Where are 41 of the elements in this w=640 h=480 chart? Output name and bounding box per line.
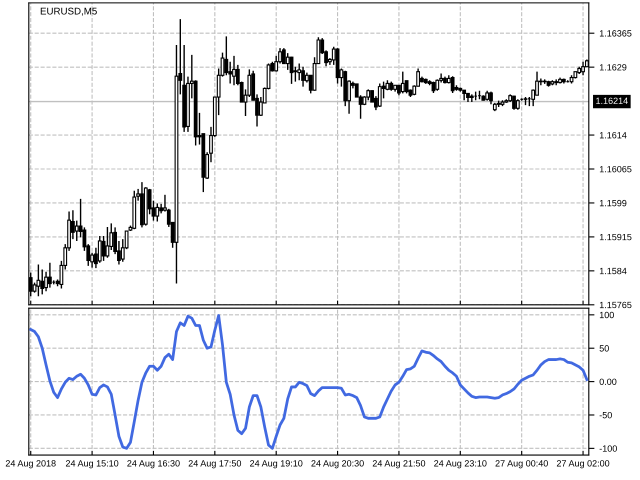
candlestick xyxy=(159,203,164,214)
y-tick-label: 50 xyxy=(600,345,609,352)
x-tick-label: 27 Aug 02:00 xyxy=(556,460,610,468)
y-tick-label: 1.15915 xyxy=(600,234,632,240)
candlestick xyxy=(44,271,48,292)
x-tick-label: 24 Aug 19:10 xyxy=(250,460,302,468)
y-tick-label: -100 xyxy=(600,445,617,452)
y-tick-label: 0.00 xyxy=(600,378,616,385)
candlestick xyxy=(48,262,52,288)
ref-line-label: 1.16214 xyxy=(596,98,628,104)
x-tick-label: 24 Aug 20:30 xyxy=(311,460,364,468)
candlestick xyxy=(400,70,405,94)
y-tick-label: 1.15765 xyxy=(600,302,632,308)
candlestick xyxy=(232,55,236,86)
y-tick-label: 1.1629 xyxy=(600,64,626,71)
y-tick-label: -50 xyxy=(600,412,612,418)
x-tick-label: 27 Aug 00:40 xyxy=(496,460,548,468)
y-tick-label: 1.16365 xyxy=(600,30,632,37)
line-series xyxy=(29,314,588,450)
candlestick xyxy=(297,62,302,81)
x-tick-label: 24 Aug 16:30 xyxy=(127,460,180,468)
y-tick-label: 1.1614 xyxy=(600,132,627,138)
y-tick-label: 1.1584 xyxy=(600,268,627,274)
x-tick-label: 24 Aug 15:10 xyxy=(66,460,118,468)
y-tick-label: 100 xyxy=(600,312,614,318)
x-tick-label: 24 Aug 2018 xyxy=(6,460,56,468)
candlestick xyxy=(182,44,186,133)
x-tick-label: 24 Aug 21:50 xyxy=(372,460,426,468)
x-tick-label: 24 Aug 17:50 xyxy=(188,460,242,468)
y-tick-label: 1.16065 xyxy=(600,166,632,172)
candlestick xyxy=(155,202,160,222)
candlestick xyxy=(224,36,228,76)
candlestick xyxy=(228,61,232,84)
candlestick xyxy=(174,44,178,284)
y-tick-label: 1.1599 xyxy=(600,200,626,206)
candlestick xyxy=(286,52,290,71)
candlestick xyxy=(36,264,40,297)
chart-title: EURUSD,M5 xyxy=(40,8,97,16)
candlestick xyxy=(74,220,79,242)
x-tick-label: 24 Aug 23:10 xyxy=(434,460,487,468)
candlestick xyxy=(40,268,44,296)
